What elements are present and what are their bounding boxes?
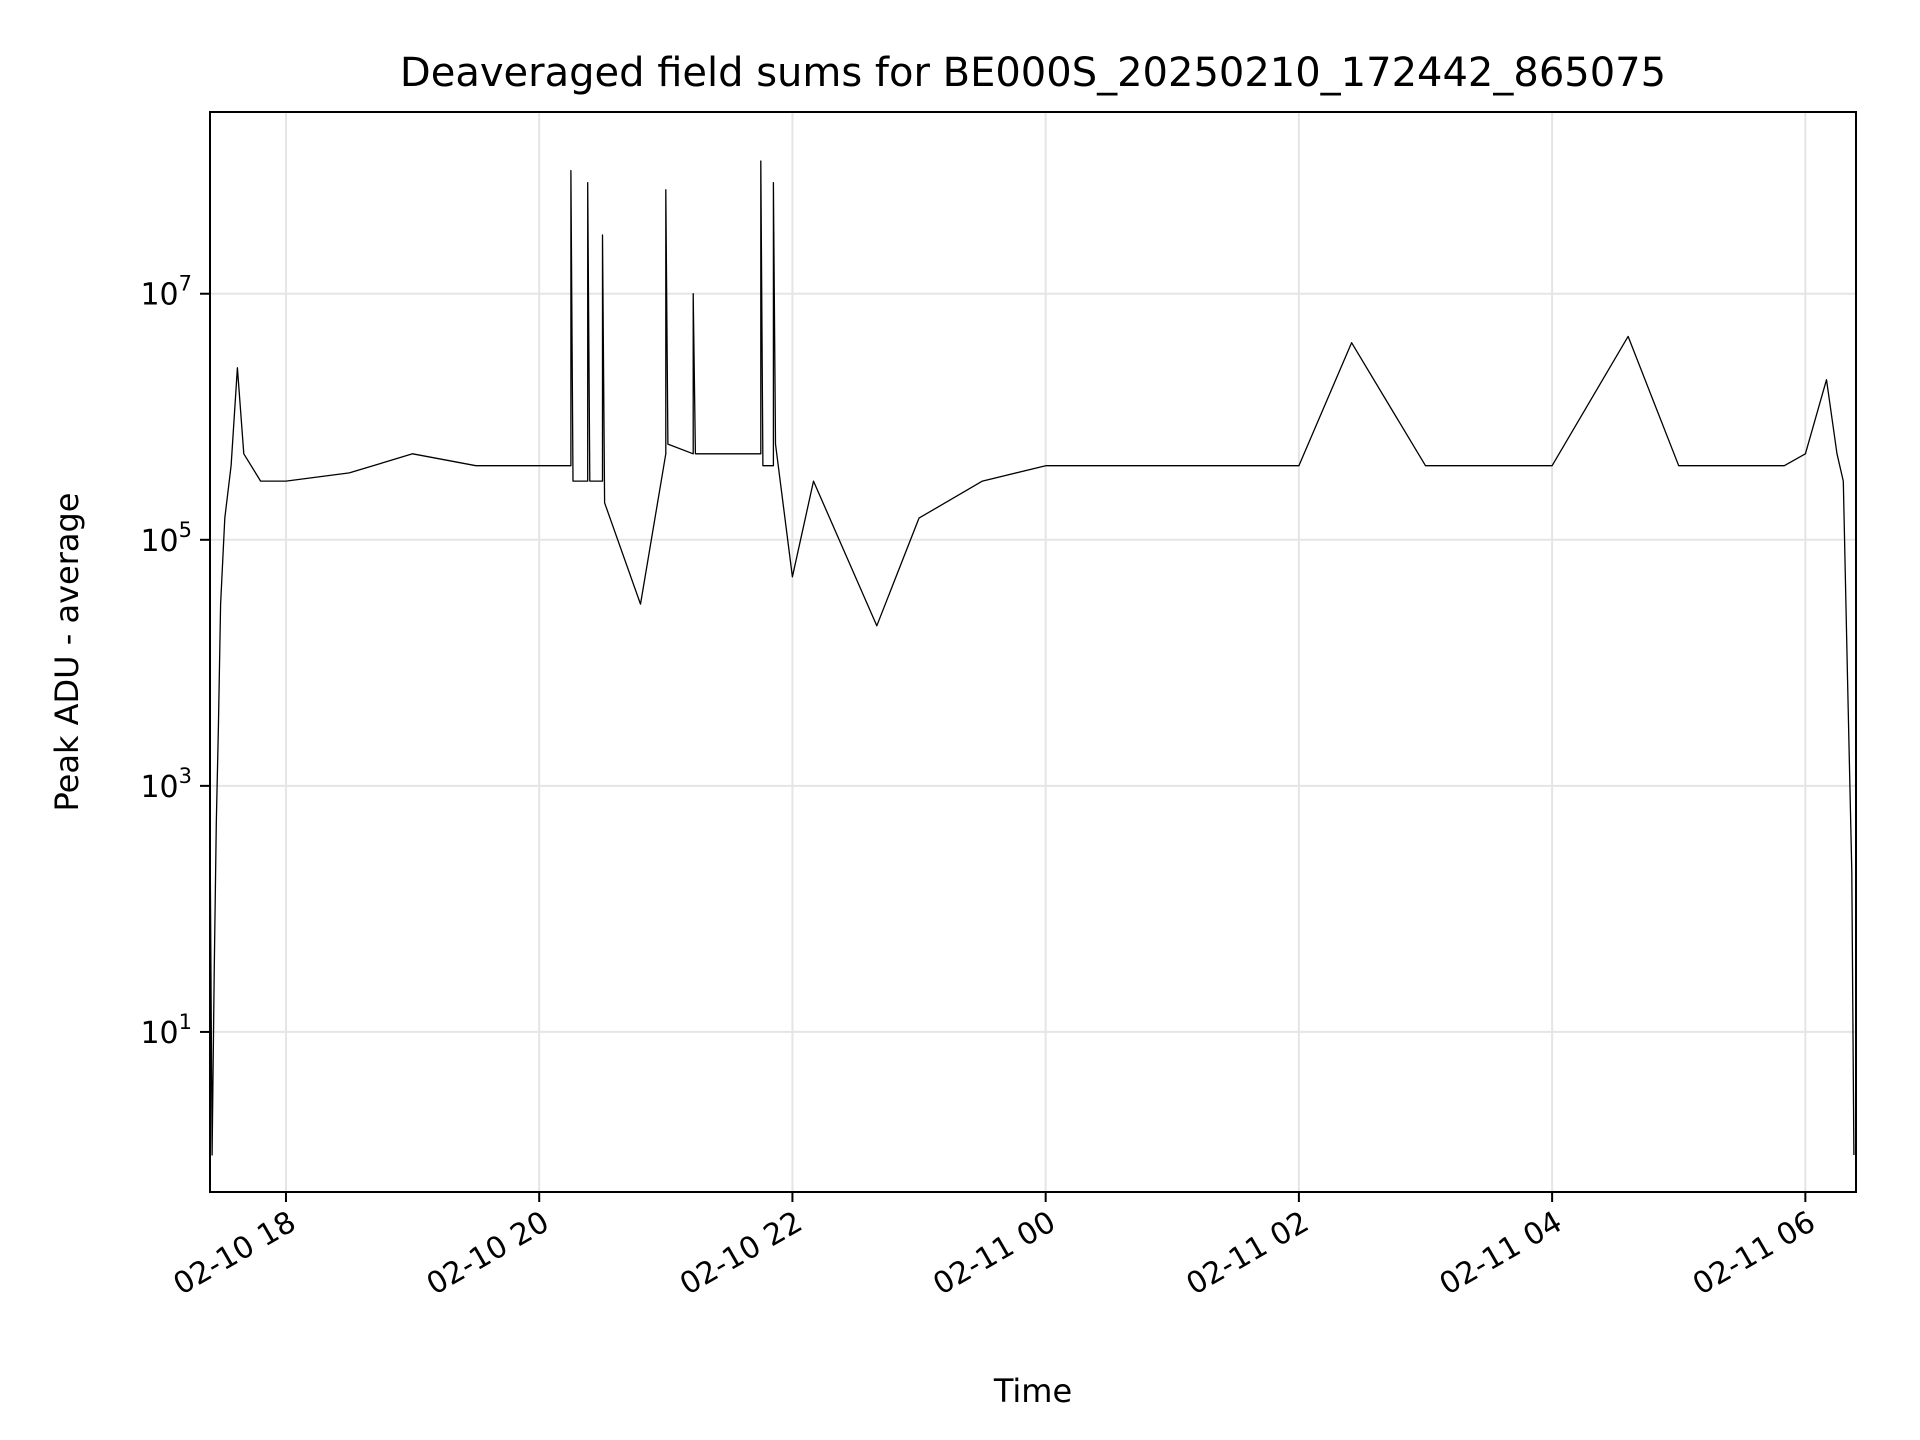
series-line bbox=[209, 160, 1855, 1156]
y-tick-label: 103 bbox=[140, 764, 192, 805]
y-axis: 101 103 105 107 bbox=[140, 272, 210, 1051]
plot-frame bbox=[209, 111, 1857, 1193]
x-tick-label: 02-10 20 bbox=[421, 1205, 555, 1303]
x-tick-label: 02-11 06 bbox=[1687, 1205, 1821, 1303]
y-tick-label: 101 bbox=[140, 1010, 192, 1051]
plot-background bbox=[210, 112, 1856, 1192]
grid bbox=[210, 112, 1856, 1192]
x-tick-label: 02-10 22 bbox=[674, 1205, 808, 1303]
x-tick-label: 02-10 18 bbox=[168, 1205, 302, 1303]
y-axis-title: Peak ADU - average bbox=[48, 493, 86, 812]
y-tick-label: 105 bbox=[140, 518, 192, 559]
x-tick-label: 02-11 02 bbox=[1181, 1205, 1315, 1303]
chart-title: Deaveraged field sums for BE000S_2025021… bbox=[400, 50, 1666, 96]
x-tick-label: 02-11 04 bbox=[1434, 1205, 1568, 1303]
y-tick-label: 107 bbox=[140, 272, 192, 313]
x-axis: 02-10 18 02-10 20 02-10 22 02-11 00 02-11 02… bbox=[168, 1192, 1821, 1303]
x-tick-label: 02-11 00 bbox=[927, 1205, 1061, 1303]
series-layer bbox=[209, 160, 1855, 1156]
x-axis-title: Time bbox=[993, 1372, 1072, 1410]
